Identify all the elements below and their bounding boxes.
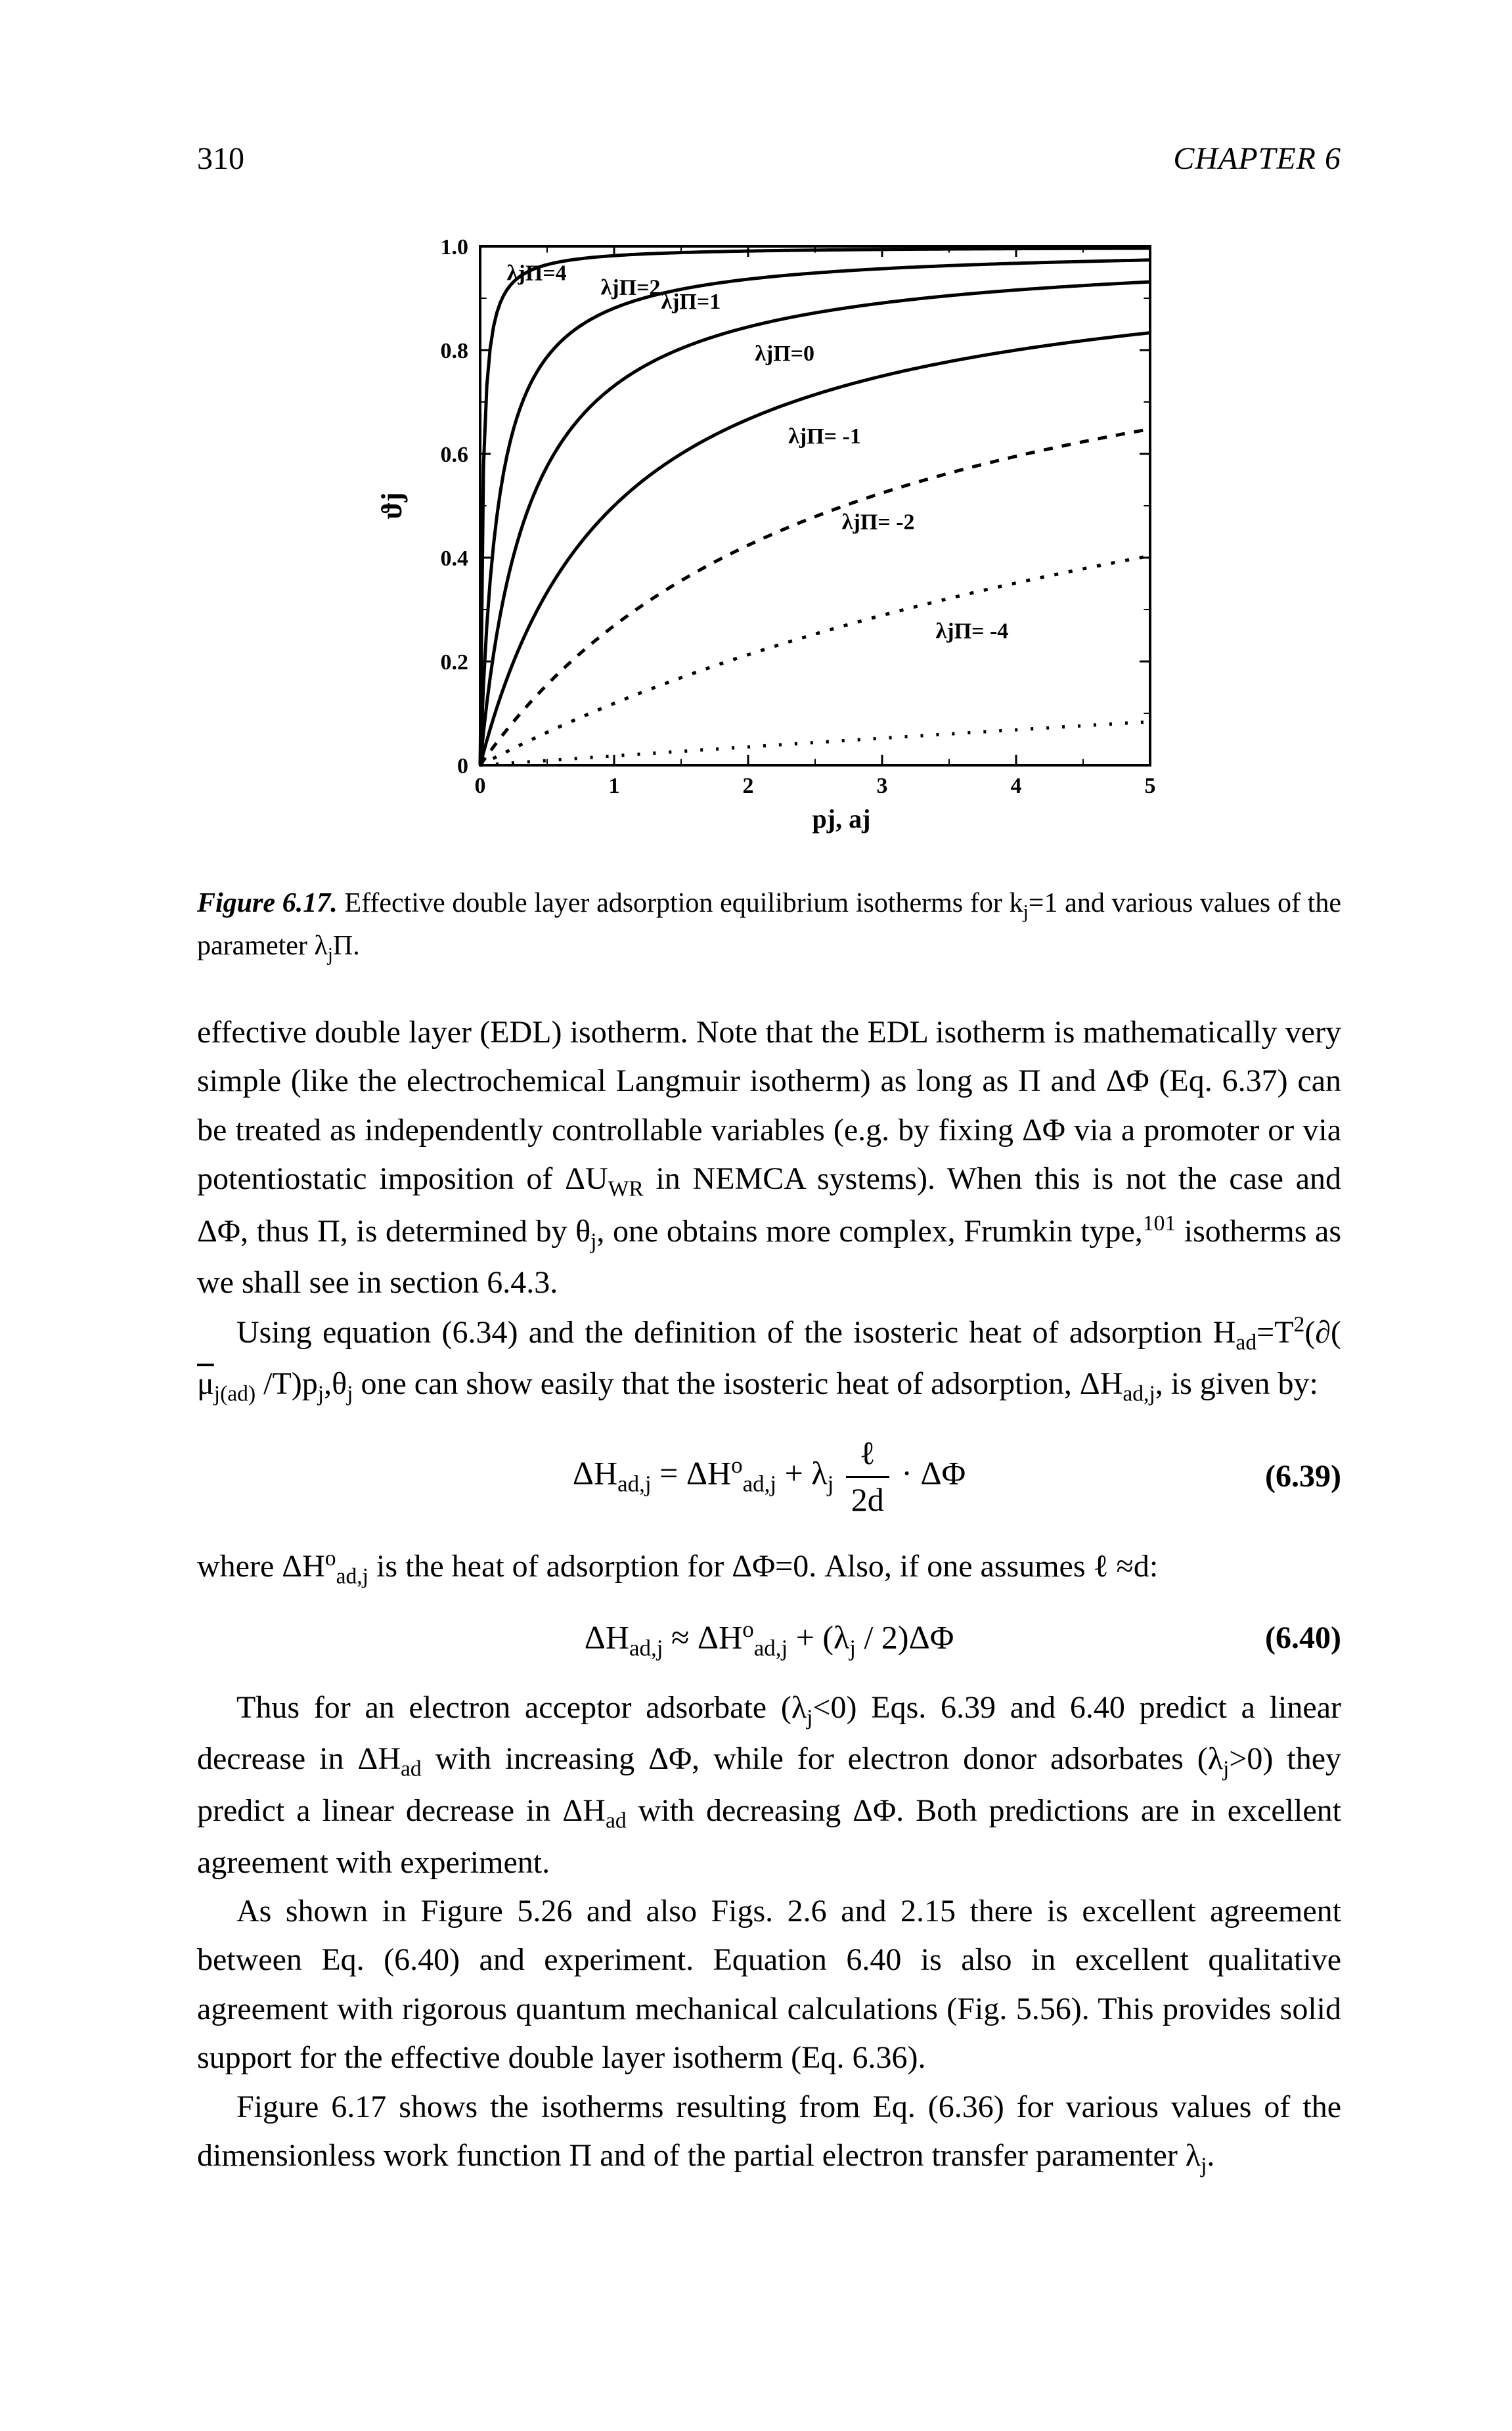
svg-text:4: 4 [1011,774,1022,798]
ref-101: 101 [1143,1211,1176,1236]
caption-text-c: Π. [333,931,360,961]
para4-sub-ad2: ad [606,1808,627,1833]
svg-text:λjΠ= -2: λjΠ= -2 [842,510,915,534]
svg-text:0.6: 0.6 [441,443,469,467]
para5-text: As shown in Figure 5.26 and also Figs. 2… [197,1894,1341,2075]
svg-text:1: 1 [609,774,620,798]
para2-c2: /T)p [256,1366,318,1401]
para2-a: Using equation (6.34) and the definition… [236,1315,1235,1350]
chapter-label: CHAPTER 6 [1173,138,1341,181]
eq639-frac: ℓ 2d [846,1431,889,1522]
para4-c: with increasing ΔΦ, while for electron d… [422,1741,1223,1776]
eq639-frac-den: 2d [846,1476,889,1523]
sub-wr: WR [608,1177,644,1201]
para2-d: ,θ [324,1366,347,1401]
paragraph-5: As shown in Figure 5.26 and also Figs. 2… [197,1887,1341,2083]
eq639-rhs1: ΔH [686,1454,731,1491]
svg-text:λjΠ=4: λjΠ=4 [507,261,567,285]
svg-text:3: 3 [877,774,888,798]
para2-f: , is given by: [1155,1366,1318,1401]
para6-b: . [1207,2138,1214,2173]
eq639-frac-num: ℓ [846,1431,889,1476]
svg-text:ϑj: ϑj [376,492,408,519]
running-head: 310 CHAPTER 6 [197,138,1341,181]
equation-6-40: ΔHad,j ≈ ΔHoad,j + (λj / 2)ΔΦ (6.40) [197,1614,1341,1664]
isotherm-chart: 0 1 2 3 4 5 0 0.2 0.4 0.6 0.8 1.0 ϑj pj, aj λjΠ=4 λjΠ=2… [342,220,1196,864]
eq640-rhs1-sub: ad,j [754,1635,788,1661]
para4-sub-j2: j [1223,1757,1229,1781]
eq640-lhs-sub: ad,j [629,1635,663,1661]
eq639-rhs1-sub: ad,j [743,1471,777,1496]
para3-b: is the heat of adsorption for ΔΦ=0. Also… [368,1549,1158,1584]
paragraph-6: Figure 6.17 shows the isotherms resultin… [197,2083,1341,2183]
eq639-tail: · ΔΦ [901,1454,966,1491]
para2-e: one can show easily that the isosteric h… [353,1366,1123,1401]
eq640-lhs: ΔH [585,1618,629,1655]
svg-text:0.8: 0.8 [441,339,469,363]
svg-text:λjΠ= -1: λjΠ= -1 [788,424,861,449]
svg-text:1.0: 1.0 [441,235,469,259]
eq639-plus-sub: j [828,1471,834,1496]
eq639-lhs-sub: ad,j [617,1471,652,1496]
eq639-lhs: ΔH [573,1454,617,1491]
paragraph-3: where ΔHoad,j is the heat of adsorption … [197,1542,1341,1594]
para2-b: =T [1256,1315,1293,1350]
page: 310 CHAPTER 6 0 1 2 3 4 5 0 0.2 0.4 0.6 0.8 1.0 ϑj pj… [0,0,1512,2431]
para2-c: (∂( [1304,1315,1341,1350]
figure-6-17: 0 1 2 3 4 5 0 0.2 0.4 0.6 0.8 1.0 ϑj pj, aj λjΠ=4 λjΠ=2… [342,220,1196,864]
caption-text-a: Effective double layer adsorption equili… [338,888,1023,918]
paragraph-4: Thus for an electron acceptor adsorbate … [197,1684,1341,1887]
svg-text:λjΠ= -4: λjΠ= -4 [936,619,1009,643]
eq640-approx: ≈ ΔH [671,1618,742,1655]
svg-text:0.2: 0.2 [441,650,469,675]
sub-j-p: j [318,1382,324,1406]
eq-640-num: (6.40) [1249,1617,1341,1660]
mu-bar: μ [197,1366,214,1401]
sub-jad: j(ad) [214,1382,256,1406]
para3-a: where ΔH [197,1549,325,1584]
svg-text:0.4: 0.4 [441,546,469,571]
equation-6-39: ΔHad,j = ΔHoad,j + λj ℓ 2d · ΔΦ (6.39) [197,1431,1341,1522]
para3-sup-o: o [325,1546,336,1571]
page-number: 310 [197,138,244,181]
para4-sub-ad1: ad [401,1757,422,1781]
svg-text:0: 0 [457,754,468,778]
svg-text:0: 0 [475,774,486,798]
eq640-tail1: + (λ [796,1618,850,1655]
para1-c: , one obtains more complex, Frumkin type… [596,1214,1142,1249]
para4-a: Thus for an electron acceptor adsorbate … [236,1690,807,1725]
sub-adj: ad,j [1123,1382,1155,1406]
svg-text:5: 5 [1145,774,1156,798]
eq-640-body: ΔHad,j ≈ ΔHoad,j + (λj / 2)ΔΦ [289,1614,1249,1664]
svg-text:2: 2 [743,774,754,798]
eq640-tail-sub: j [849,1635,856,1661]
eq640-rhs1-sup: o [742,1617,754,1642]
svg-text:λjΠ=2: λjΠ=2 [601,275,661,300]
sub-ad: ad [1235,1330,1256,1354]
eq-639-num: (6.39) [1249,1456,1341,1498]
figure-caption: Figure 6.17. Effective double layer adso… [197,883,1341,969]
caption-sub-j1: j [1023,901,1029,922]
eq-639-body: ΔHad,j = ΔHoad,j + λj ℓ 2d · ΔΦ [289,1431,1249,1522]
para6-a: Figure 6.17 shows the isotherms resultin… [197,2089,1341,2173]
eq639-rhs1-sup: o [731,1452,743,1478]
svg-text:pj, aj: pj, aj [812,804,871,834]
para3-sub-adj: ad,j [336,1565,368,1589]
paragraph-1: effective double layer (EDL) isotherm. N… [197,1008,1341,1308]
caption-sub-j2: j [328,944,333,965]
paragraph-2: Using equation (6.34) and the definition… [197,1308,1341,1412]
svg-text:λjΠ=0: λjΠ=0 [755,342,814,366]
eq639-plus: + λ [785,1454,828,1491]
figure-number: Figure 6.17. [197,888,338,918]
svg-text:λjΠ=1: λjΠ=1 [661,290,721,314]
eq640-tail2: / 2)ΔΦ [856,1618,954,1655]
sup-2: 2 [1294,1312,1305,1337]
